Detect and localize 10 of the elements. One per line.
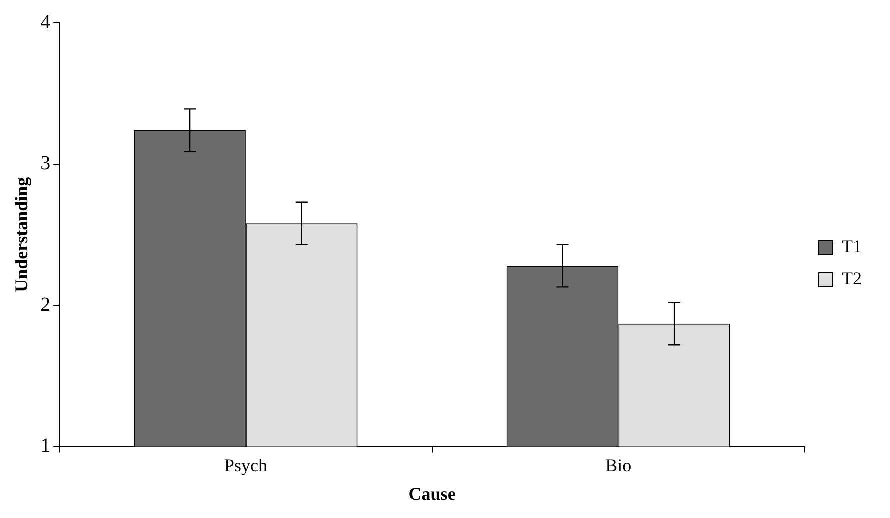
y-tick-label: 3 <box>40 152 51 175</box>
y-tick-label: 2 <box>40 294 51 316</box>
y-tick-label: 1 <box>40 435 51 458</box>
x-tick-label: Psych <box>224 455 268 476</box>
x-tick-label: Bio <box>606 455 632 476</box>
y-tick-label: 4 <box>40 11 51 34</box>
legend-label: T1 <box>842 236 862 257</box>
legend-label: T2 <box>842 268 862 289</box>
x-axis-title: Cause <box>408 484 456 504</box>
y-axis-title: Understanding <box>11 177 32 292</box>
